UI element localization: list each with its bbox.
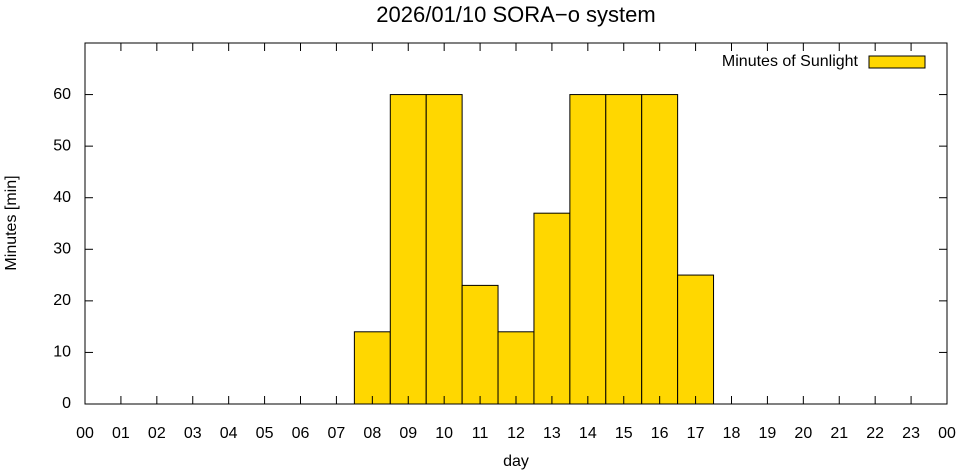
chart-title: 2026/01/10 SORA−o system: [376, 2, 655, 27]
y-tick-label: 0: [62, 395, 71, 412]
legend-label: Minutes of Sunlight: [722, 53, 859, 70]
y-tick-label: 30: [53, 241, 71, 258]
bar: [533, 212, 571, 405]
x-tick-label: 21: [830, 425, 848, 442]
x-tick-label: 13: [543, 425, 561, 442]
x-tick-label: 19: [759, 425, 777, 442]
x-tick-label: 06: [292, 425, 310, 442]
y-tick-label: 50: [53, 137, 71, 154]
bar: [605, 94, 643, 405]
x-tick-label: 11: [472, 425, 489, 442]
x-tick-label: 17: [687, 425, 705, 442]
x-tick-label: 03: [184, 425, 202, 442]
y-tick-label: 60: [53, 86, 71, 103]
x-tick-label: 09: [399, 425, 417, 442]
x-tick-label: 04: [220, 425, 238, 442]
y-tick-label: 10: [53, 344, 71, 361]
x-tick-label: 14: [579, 425, 597, 442]
bar: [641, 94, 679, 405]
x-tick-label: 00: [938, 425, 956, 442]
x-tick-label: 10: [435, 425, 453, 442]
x-tick-label: 15: [615, 425, 633, 442]
y-axis-label: Minutes [min]: [3, 175, 20, 270]
x-tick-label: 23: [902, 425, 920, 442]
x-tick-label: 16: [651, 425, 669, 442]
x-tick-label: 02: [148, 425, 166, 442]
bar: [425, 94, 463, 405]
x-tick-label: 22: [866, 425, 884, 442]
x-tick-label: 05: [256, 425, 274, 442]
y-tick-label: 40: [53, 189, 71, 206]
x-tick-label: 08: [363, 425, 381, 442]
bar: [569, 94, 607, 405]
legend-swatch: [868, 55, 926, 69]
bar: [353, 331, 391, 405]
x-tick-label: 18: [723, 425, 741, 442]
x-tick-label: 01: [112, 425, 130, 442]
bar: [677, 274, 715, 405]
bar: [497, 331, 535, 405]
x-tick-label: 07: [328, 425, 346, 442]
x-tick-label: 20: [794, 425, 812, 442]
x-tick-label: 12: [507, 425, 525, 442]
bar: [389, 94, 427, 405]
x-tick-label: 00: [76, 425, 94, 442]
x-axis-label: day: [503, 453, 529, 470]
bar: [461, 284, 499, 405]
y-tick-label: 20: [53, 292, 71, 309]
